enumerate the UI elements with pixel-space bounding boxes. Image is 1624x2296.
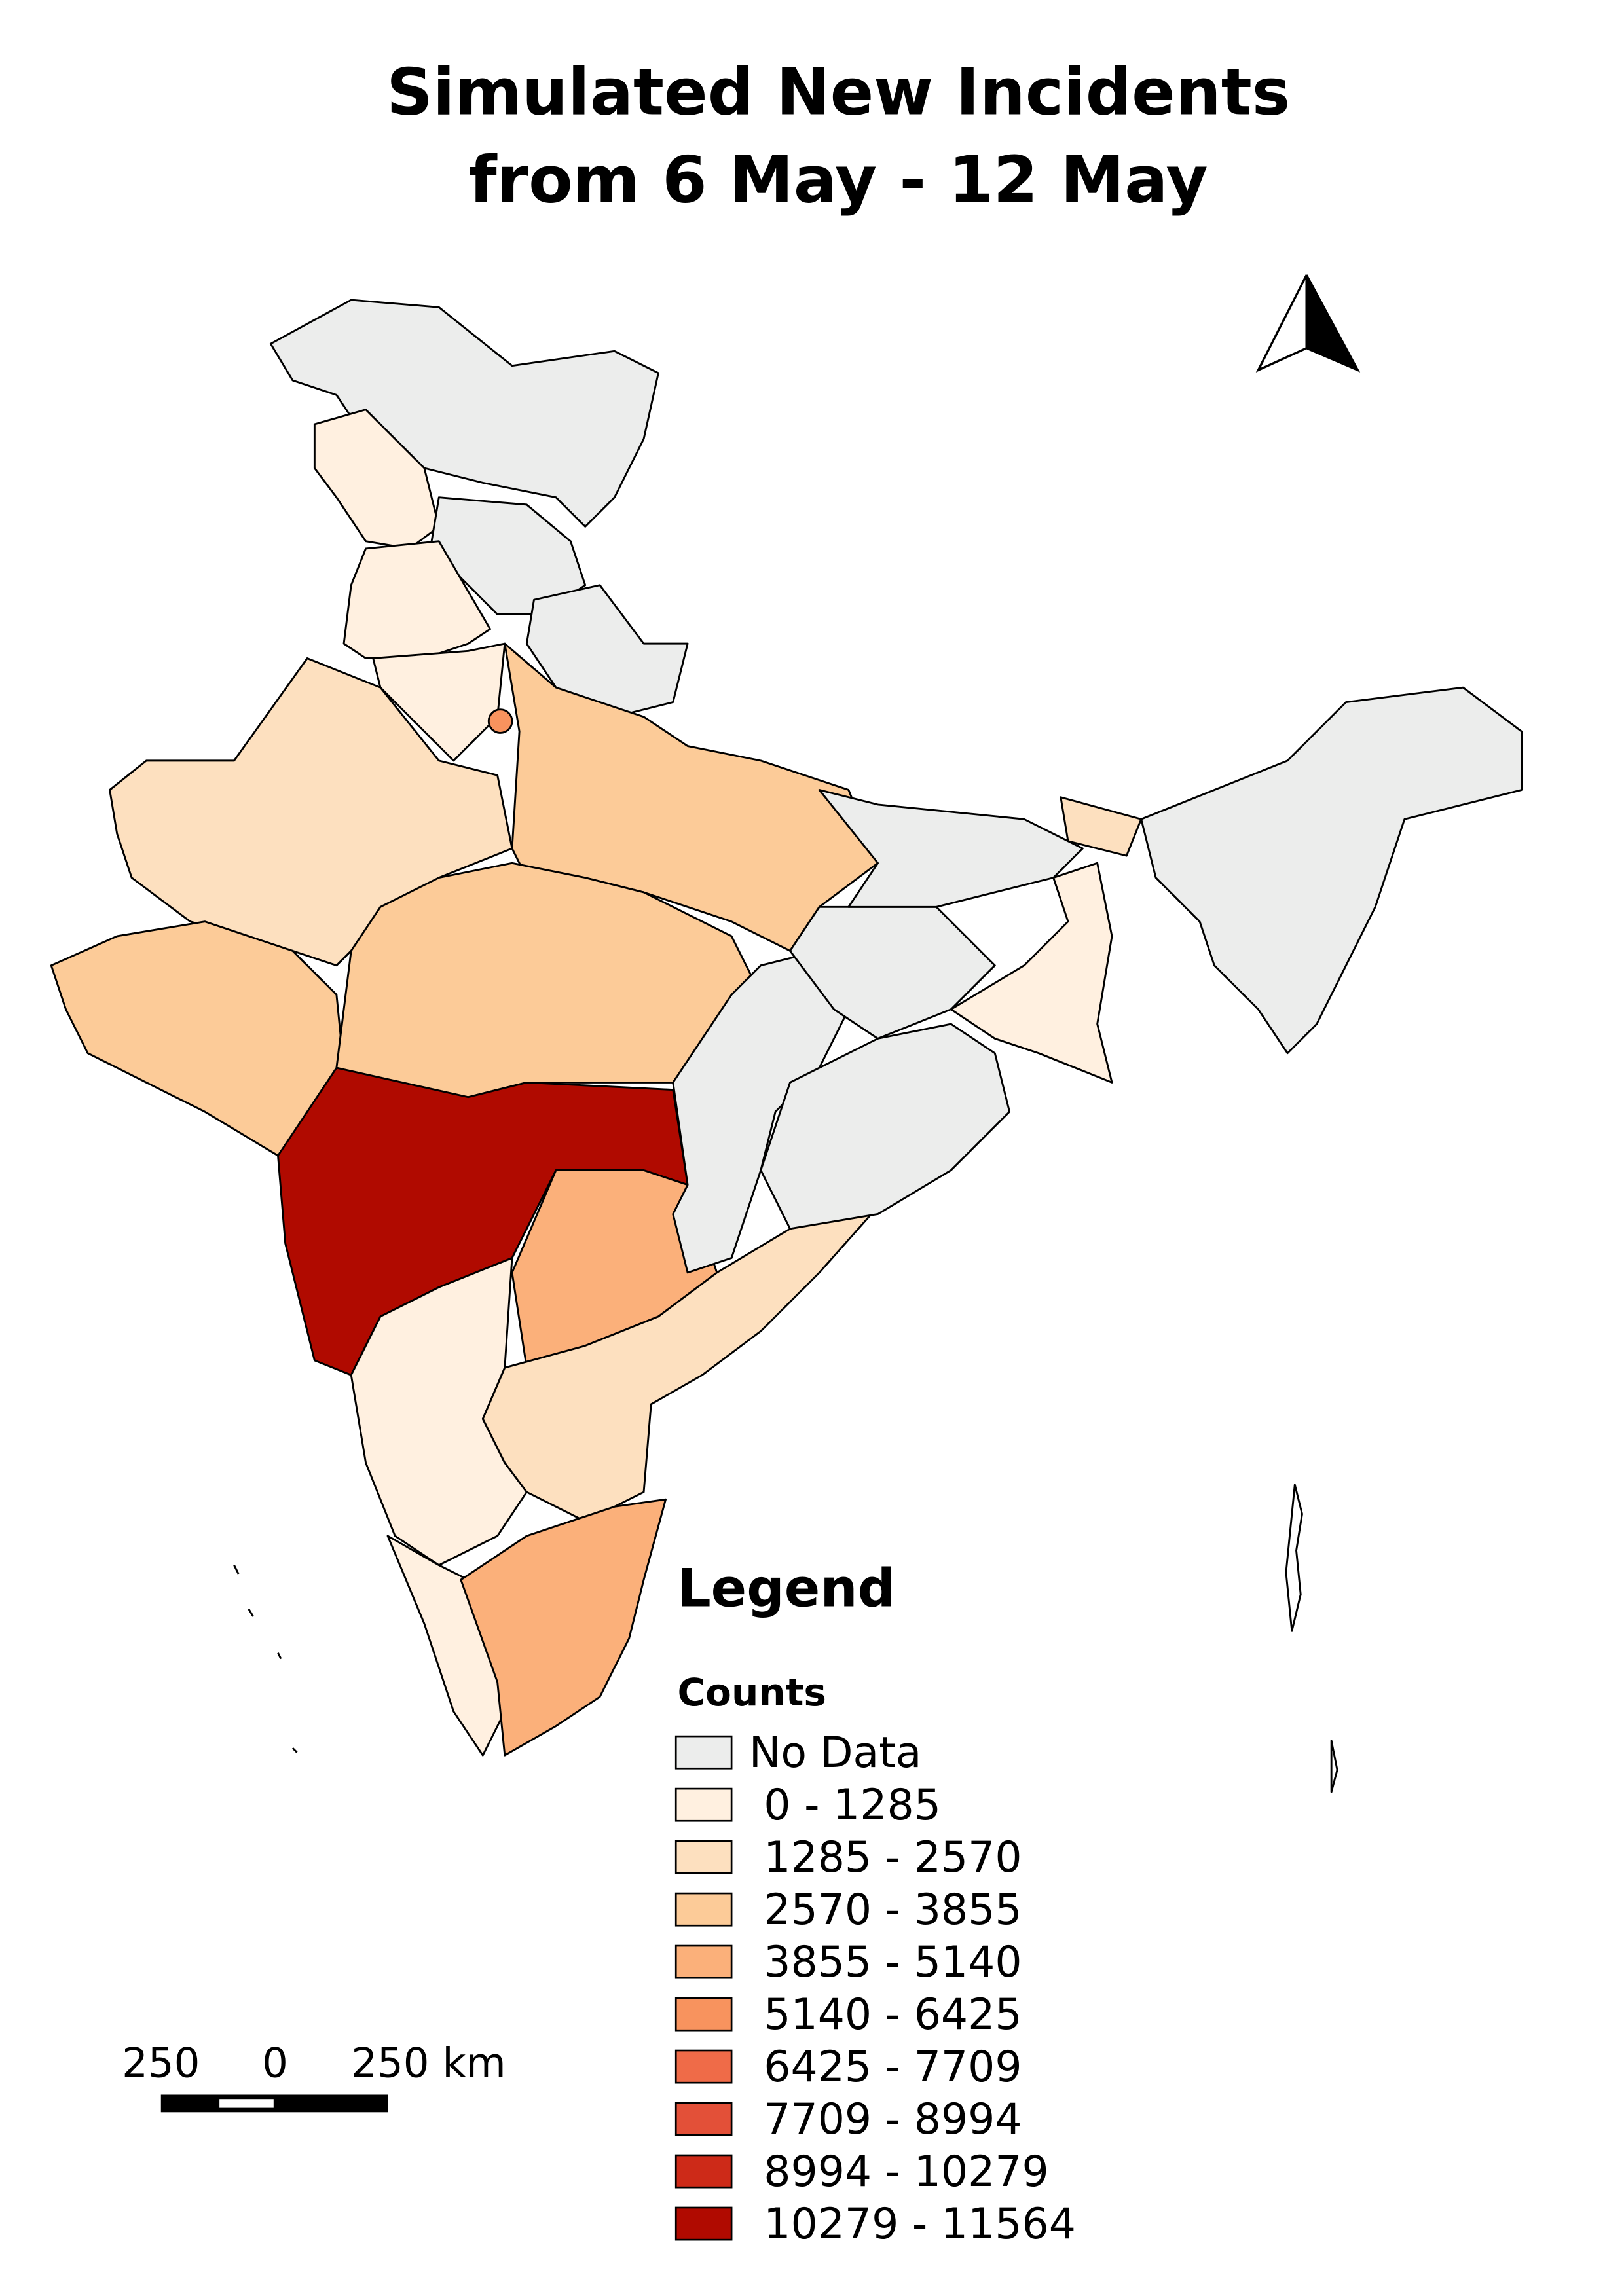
region — [109, 657, 513, 967]
legend-heading: Legend — [677, 1557, 895, 1618]
region — [481, 1205, 879, 1523]
legend-swatch — [674, 1997, 733, 2032]
north-arrow — [1255, 274, 1361, 373]
legend-swatch — [674, 1892, 733, 1927]
legend-swatch — [674, 1944, 733, 1979]
legend-swatch — [674, 2049, 733, 2084]
scale-label: 0 — [262, 2039, 288, 2087]
region — [487, 708, 513, 734]
north-arrow-half — [1305, 274, 1361, 373]
region — [460, 1498, 667, 1757]
legend-swatch — [674, 2206, 733, 2241]
region — [789, 905, 996, 1040]
legend-label: 7709 - 8994 — [764, 2095, 1022, 2144]
region — [50, 920, 345, 1157]
legend-subheading: Counts — [677, 1670, 826, 1715]
legend-swatch — [674, 1735, 733, 1770]
islands — [233, 1484, 1338, 1793]
region — [672, 949, 850, 1274]
region — [372, 642, 506, 762]
scale-label: 250 — [122, 2039, 200, 2087]
region — [1060, 796, 1143, 857]
north-arrow-half — [1255, 274, 1308, 373]
region — [950, 862, 1113, 1084]
legend-label: 5140 - 6425 — [764, 1990, 1022, 2039]
scale-bar-block — [219, 2099, 274, 2108]
scale-bar-block — [160, 2094, 388, 2113]
scale-bar: 250 0 250 km — [122, 2039, 506, 2113]
region — [525, 584, 689, 718]
region — [269, 299, 659, 528]
title-line: Simulated New Incidents — [386, 55, 1290, 130]
scale-label: 250 km — [351, 2039, 506, 2087]
legend-label: 1285 - 2570 — [764, 1833, 1022, 1882]
legend-label: 2570 - 3855 — [764, 1886, 1022, 1935]
region — [760, 1023, 1011, 1230]
region — [1140, 686, 1523, 1055]
india-map — [50, 299, 1523, 1793]
title-line: from 6 May - 12 May — [469, 143, 1208, 217]
legend-label: No Data — [749, 1728, 921, 1777]
legend-label: 6425 - 7709 — [764, 2043, 1022, 2092]
legend-label: 10279 - 11564 — [764, 2200, 1076, 2249]
legend-label: 3855 - 5140 — [764, 1938, 1022, 1987]
legend-label: 8994 - 10279 — [764, 2147, 1049, 2196]
legend-swatch — [674, 2102, 733, 2136]
legend-swatch — [674, 2154, 733, 2189]
legend-swatch — [674, 1787, 733, 1822]
legend-swatch — [674, 1840, 733, 1874]
legend-label: 0 - 1285 — [764, 1781, 941, 1830]
